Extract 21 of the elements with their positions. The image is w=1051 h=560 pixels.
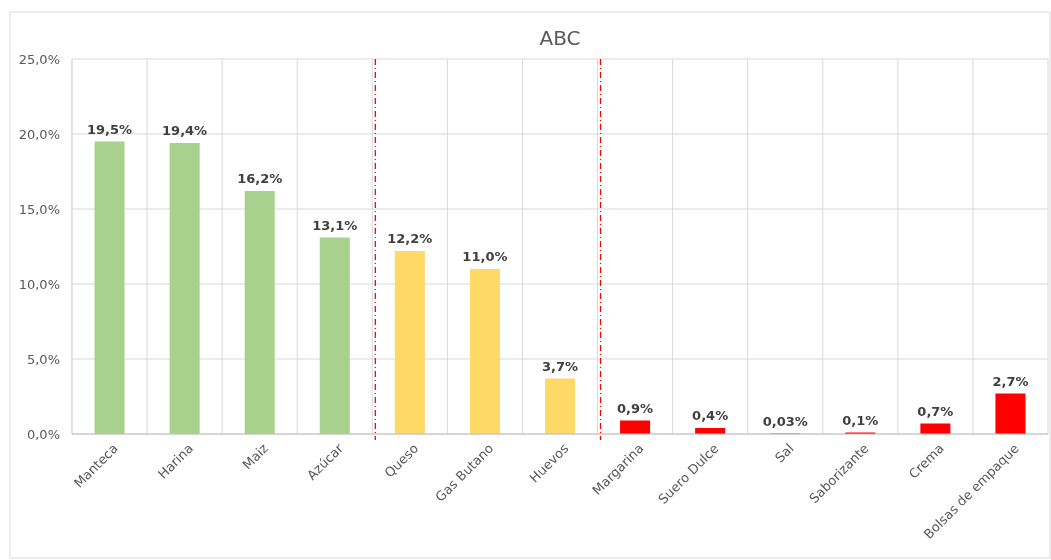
data-label: 0,03% — [762, 413, 808, 429]
y-tick-label: 0,0% — [26, 426, 60, 442]
data-label: 0,9% — [617, 400, 654, 416]
y-tick-label: 5,0% — [26, 351, 60, 367]
data-label: 19,5% — [86, 121, 133, 137]
data-label: 2,7% — [992, 373, 1029, 389]
y-tick-label: 20,0% — [18, 126, 60, 142]
y-tick-label: 10,0% — [18, 276, 60, 292]
y-tick-label: 25,0% — [18, 51, 60, 67]
data-label: 16,2% — [237, 171, 283, 186]
data-label: 0,7% — [917, 403, 954, 419]
data-label: 12,2% — [387, 231, 433, 246]
x-tick-label: Sal — [771, 440, 797, 466]
data-label: 0,1% — [842, 412, 879, 428]
data-label: 19,4% — [162, 123, 208, 138]
chart-title: ABC — [539, 26, 581, 50]
data-label: 11,0% — [462, 249, 508, 264]
data-label: 0,4% — [692, 408, 729, 423]
y-tick-label: 15,0% — [18, 201, 60, 217]
data-label: 13,1% — [312, 217, 358, 233]
data-label: 3,7% — [541, 358, 579, 374]
